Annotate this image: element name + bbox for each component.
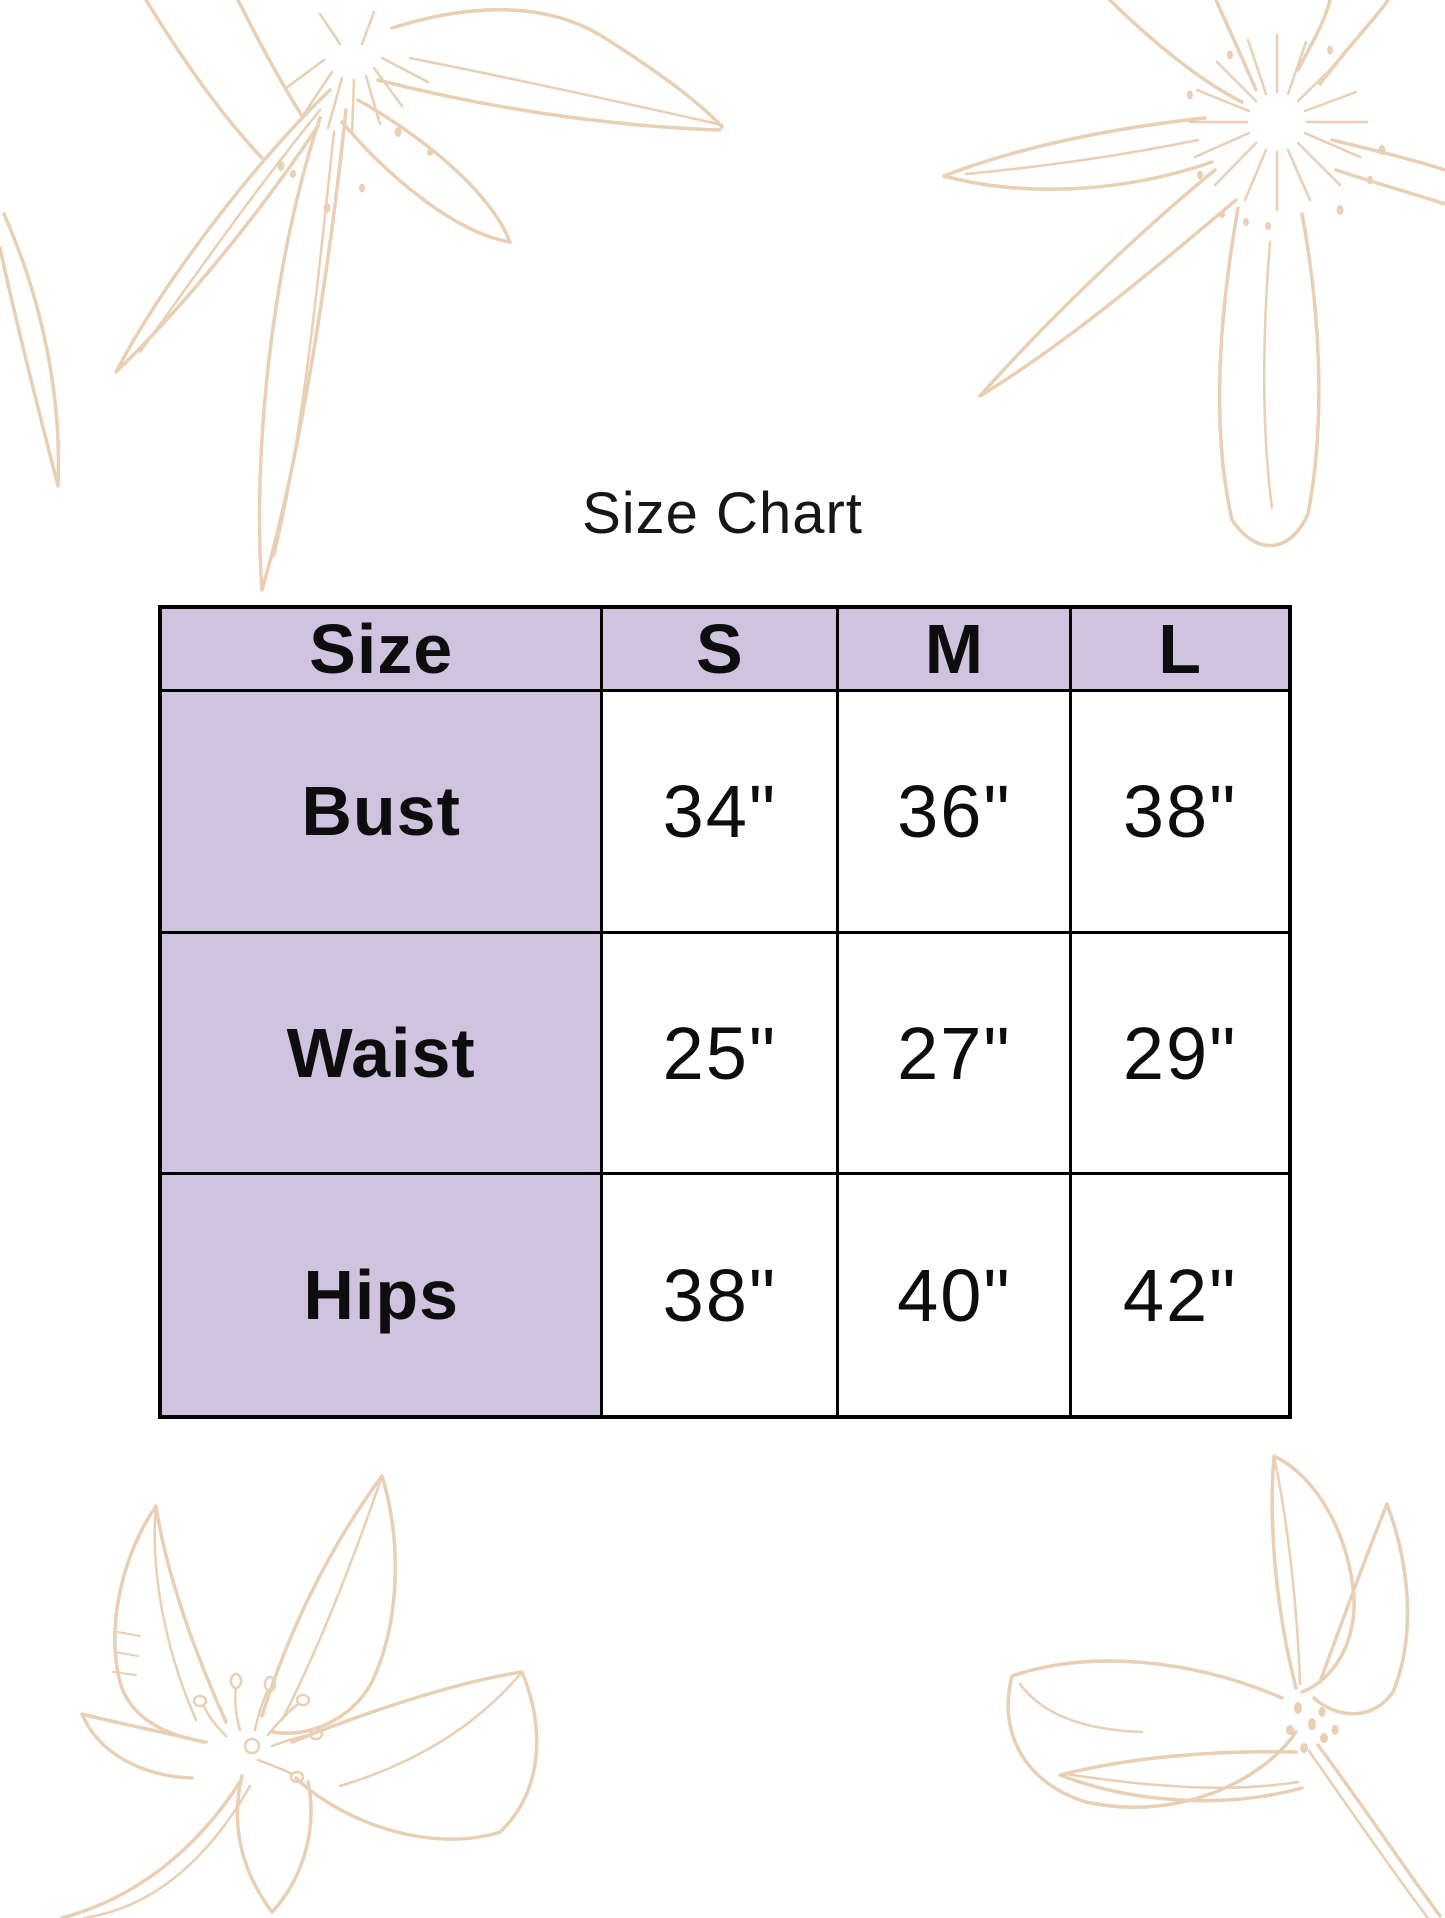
row-label-hips: Hips — [158, 1172, 604, 1419]
cell-hips-s: 38" — [600, 1172, 840, 1419]
flower-line-art-bottom-left-icon — [60, 1474, 539, 1918]
header-cell-size: Size — [158, 605, 604, 692]
table-row-hips: Hips 38" 40" 42" — [158, 1172, 1292, 1419]
cell-waist-l: 29" — [1069, 930, 1292, 1176]
header-cell-m: M — [836, 605, 1073, 692]
cell-bust-s: 34" — [600, 689, 840, 934]
header-cell-l: L — [1069, 605, 1292, 692]
cell-hips-m: 40" — [836, 1172, 1073, 1419]
header-cell-s: S — [600, 605, 840, 692]
row-label-bust: Bust — [158, 689, 604, 934]
cell-hips-l: 42" — [1069, 1172, 1292, 1419]
page-title: Size Chart — [582, 481, 863, 546]
cell-bust-m: 36" — [836, 689, 1073, 934]
row-label-waist: Waist — [158, 930, 604, 1176]
cell-waist-s: 25" — [600, 930, 840, 1176]
size-chart-table: Size S M L Bust 34" 36" 38" Waist 25" 27… — [158, 605, 1292, 1419]
cell-bust-l: 38" — [1069, 689, 1292, 934]
cell-waist-m: 27" — [836, 930, 1073, 1176]
table-header-row: Size S M L — [158, 605, 1292, 692]
table-row-waist: Waist 25" 27" 29" — [158, 930, 1292, 1176]
table-row-bust: Bust 34" 36" 38" — [158, 689, 1292, 934]
flower-line-art-bottom-right-icon — [1006, 1454, 1442, 1918]
